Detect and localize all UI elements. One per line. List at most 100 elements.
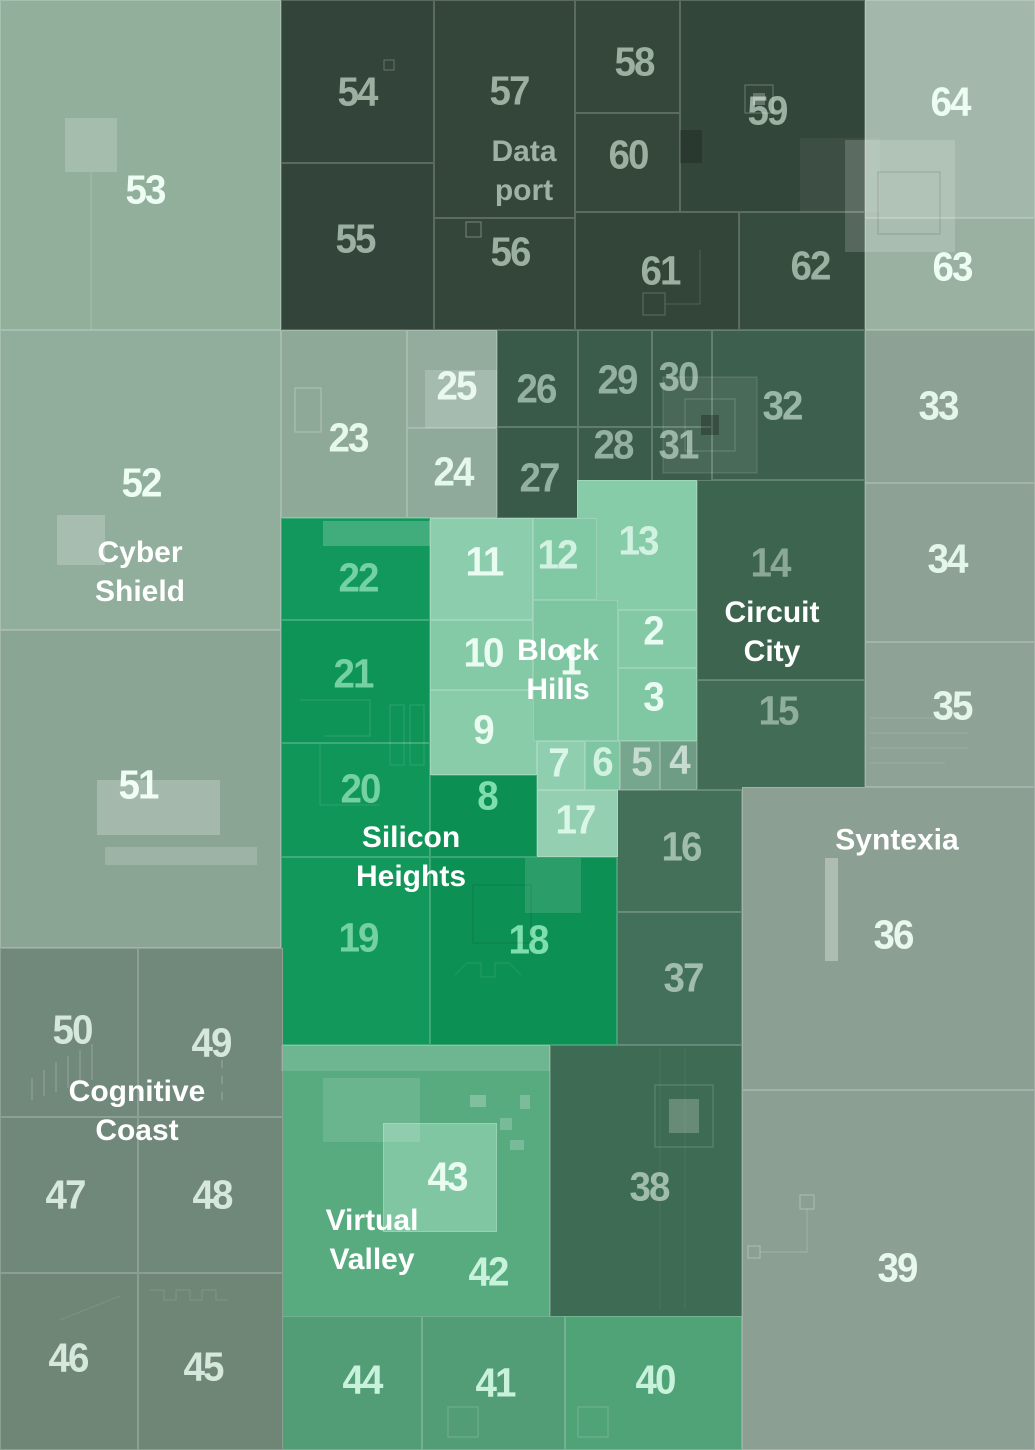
zone-60[interactable]: 60 [575,113,680,212]
zone-29[interactable]: 29 [578,330,652,427]
zone-10[interactable]: 10 [430,620,533,690]
zone-number: 5 [631,738,652,785]
zone-15[interactable]: 15 [697,680,865,790]
zone-number: 23 [328,414,369,461]
zone-12[interactable]: 12 [533,518,597,600]
zone-number: 43 [427,1153,468,1200]
zone-6[interactable]: 6 [585,741,620,790]
zone-22[interactable]: 22 [281,518,430,620]
zone-19[interactable]: 19 [281,857,430,1045]
zone-11[interactable]: 11 [430,518,533,620]
zone-number: 24 [433,448,474,495]
zone-53[interactable]: 53 [0,0,281,330]
zone-40[interactable]: 40 [565,1316,742,1450]
zone-number: 52 [121,459,162,506]
zone-5[interactable]: 5 [620,741,660,790]
zone-48[interactable]: 48 [138,1117,283,1273]
zone-21[interactable]: 21 [281,620,430,743]
zone-1[interactable]: 1 [533,600,618,741]
zone-number: 11 [465,538,505,585]
zone-number: 42 [468,1248,509,1295]
zone-57[interactable]: 57 [434,0,575,218]
zone-number: 31 [658,421,699,468]
zone-number: 20 [340,765,381,812]
zone-17[interactable]: 17 [537,790,618,857]
zone-23[interactable]: 23 [281,330,407,518]
zone-3[interactable]: 3 [618,668,697,741]
zone-20[interactable]: 20 [281,743,430,857]
zone-26[interactable]: 26 [497,330,578,427]
zone-61[interactable]: 61 [575,212,739,330]
zone-number: 54 [337,68,378,115]
zone-number: 44 [342,1356,383,1403]
zone-8[interactable]: 8 [430,775,537,857]
zone-number: 51 [118,761,159,808]
zone-44[interactable]: 44 [281,1316,422,1450]
zone-number: 38 [629,1163,670,1210]
zone-51[interactable]: 51 [0,630,281,948]
zone-27[interactable]: 27 [497,427,578,518]
zone-number: 37 [663,954,704,1001]
zone-38[interactable]: 38 [550,1045,742,1317]
zone-number: 16 [661,823,702,870]
zone-4[interactable]: 4 [660,736,697,790]
zone-9[interactable]: 9 [430,690,537,775]
zone-number: 7 [548,739,569,786]
zone-number: 8 [477,772,498,819]
zone-33[interactable]: 33 [865,330,1035,483]
zone-13[interactable]: 13 [577,480,697,610]
zone-32[interactable]: 32 [712,330,865,480]
zone-number: 63 [932,243,973,290]
zone-35[interactable]: 35 [865,642,1035,787]
zone-49[interactable]: 49 [138,948,283,1117]
zone-55[interactable]: 55 [281,163,434,330]
zone-45[interactable]: 45 [138,1273,283,1450]
zone-number: 50 [52,1006,93,1053]
zone-58[interactable]: 58 [575,0,680,113]
zone-39[interactable]: 39 [742,1090,1035,1450]
zone-7[interactable]: 7 [537,741,585,790]
zone-25[interactable]: 25 [407,330,497,428]
zone-37[interactable]: 37 [617,912,742,1045]
zone-number: 56 [490,228,531,275]
zone-63[interactable]: 63 [865,218,1035,330]
zone-number: 1 [560,637,581,684]
zone-number: 58 [614,38,655,85]
zone-30[interactable]: 30 [652,330,712,427]
zone-number: 12 [537,531,578,578]
zone-number: 2 [643,607,664,654]
zone-43[interactable]: 43 [383,1123,497,1232]
zone-59[interactable]: 59 [680,0,865,212]
zone-number: 27 [519,454,560,501]
zone-number: 55 [335,215,376,262]
zone-number: 60 [608,131,649,178]
zone-18[interactable]: 18 [430,857,617,1045]
zone-number: 21 [333,650,374,697]
zone-number: 18 [508,916,549,963]
zone-14[interactable]: 14 [697,480,865,680]
zone-46[interactable]: 46 [0,1273,138,1450]
zone-62[interactable]: 62 [739,212,865,330]
zone-number: 14 [750,539,791,586]
zone-number: 33 [918,382,959,429]
zone-64[interactable]: 64 [865,0,1035,218]
zone-56[interactable]: 56 [434,218,575,330]
zone-47[interactable]: 47 [0,1117,138,1273]
zone-2[interactable]: 2 [618,610,697,668]
zone-number: 40 [635,1356,676,1403]
zone-number: 29 [597,356,638,403]
zone-52[interactable]: 52 [0,330,281,630]
zone-41[interactable]: 41 [422,1316,565,1450]
zone-54[interactable]: 54 [281,0,434,163]
zone-number: 4 [669,736,690,783]
zone-number: 41 [475,1359,516,1406]
zone-36[interactable]: 36 [742,787,1035,1090]
zone-number: 28 [593,421,634,468]
zone-number: 39 [877,1244,918,1291]
zone-50[interactable]: 50 [0,948,138,1117]
zone-34[interactable]: 34 [865,483,1035,642]
zone-number: 30 [658,353,699,400]
zone-16[interactable]: 16 [617,790,742,912]
zone-24[interactable]: 24 [407,428,497,518]
